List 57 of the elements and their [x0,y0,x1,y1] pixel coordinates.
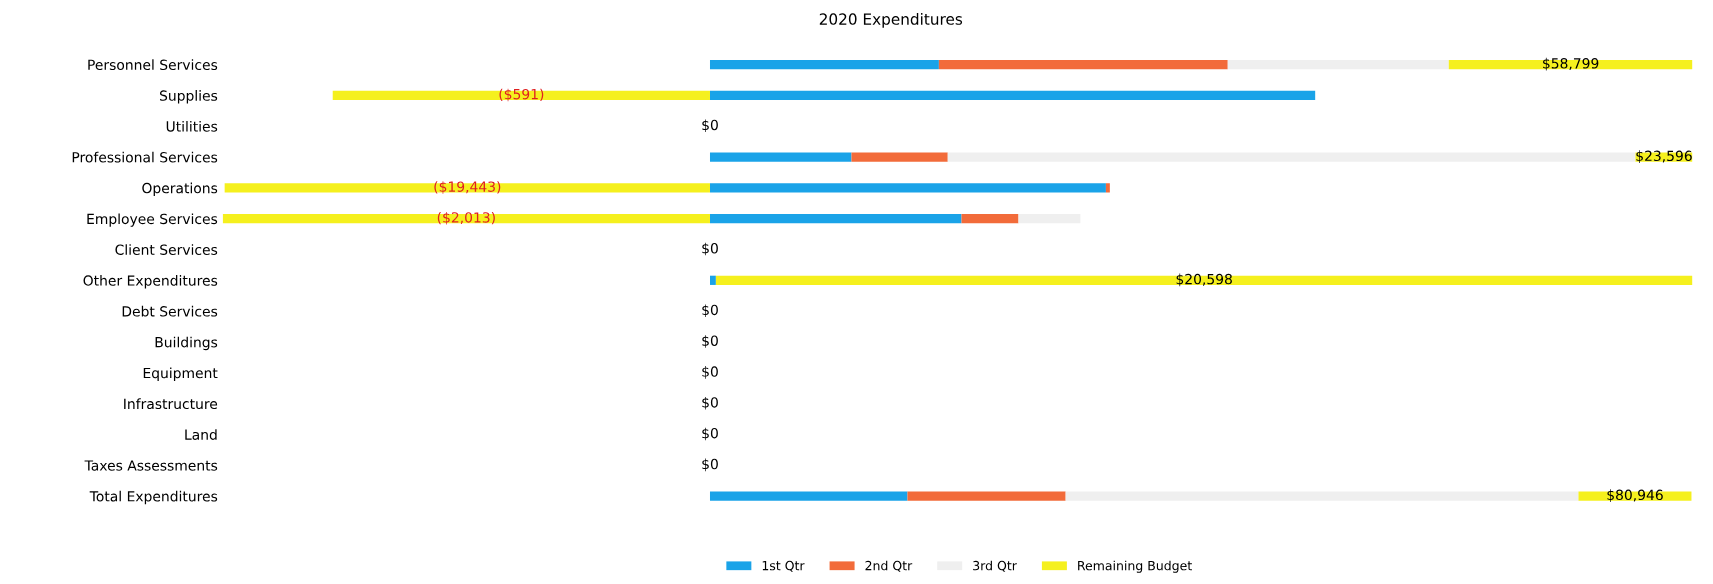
bar [715,275,1693,285]
y-tick-label: Utilities [166,120,218,132]
legend-label: 3rd Qtr [973,560,1017,572]
y-tick-label: Supplies [159,90,218,104]
annotation: $23,596 [1636,150,1692,163]
bar [851,152,948,162]
bar [1065,491,1579,501]
bar [947,152,1636,162]
y-tick-label: Buildings [155,336,218,351]
bar [224,183,710,193]
y-tick-label: Operations [142,182,218,197]
legend-label: 1st Qtr [762,560,805,572]
annotation: $0 [702,366,718,379]
y-tick-label: Equipment [143,367,218,381]
legend-label: Remaining Budget [1078,560,1192,573]
bar [222,214,710,224]
annotation: $0 [702,427,718,441]
bar [907,491,1066,501]
annotation: $0 [702,119,718,133]
chart-title: 2020 Expenditures [819,13,963,28]
annotation: ($591) [499,88,544,102]
annotation: $0 [702,458,718,472]
bar [1018,214,1081,224]
bar [1105,183,1110,193]
bar [709,59,939,70]
y-tick-label: Other Expenditures [83,275,218,289]
y-tick-label: Employee Services [87,213,218,227]
bar [709,183,1106,193]
annotation: ($19,443) [434,181,501,194]
annotation: $80,946 [1607,489,1663,502]
bar [1578,491,1692,501]
bar [1227,59,1449,70]
bar [709,90,1316,101]
annotation: $58,799 [1543,57,1599,71]
y-tick-label: Total Expenditures [89,490,218,505]
bar [938,59,1228,70]
annotation: $0 [702,304,718,318]
annotation: $0 [702,396,718,410]
y-tick-label: Land [185,429,217,440]
bar [709,152,852,162]
legend-label: 2nd Qtr [865,560,913,572]
bar [709,275,716,285]
bar [332,90,710,101]
annotation: $0 [702,242,718,256]
bar [1448,59,1693,70]
bar [709,214,962,224]
bar [709,491,908,501]
annotation: $0 [702,335,718,348]
annotation: $20,598 [1176,273,1232,287]
y-tick-label: Taxes Assessments [84,460,218,471]
annotation: ($2,013) [437,211,495,225]
y-tick-label: Infrastructure [124,398,218,410]
y-tick-label: Professional Services [72,151,218,163]
y-tick-label: Personnel Services [88,59,218,71]
y-tick-label: Debt Services [122,305,218,317]
y-tick-label: Client Services [115,244,218,255]
bar [961,214,1019,224]
